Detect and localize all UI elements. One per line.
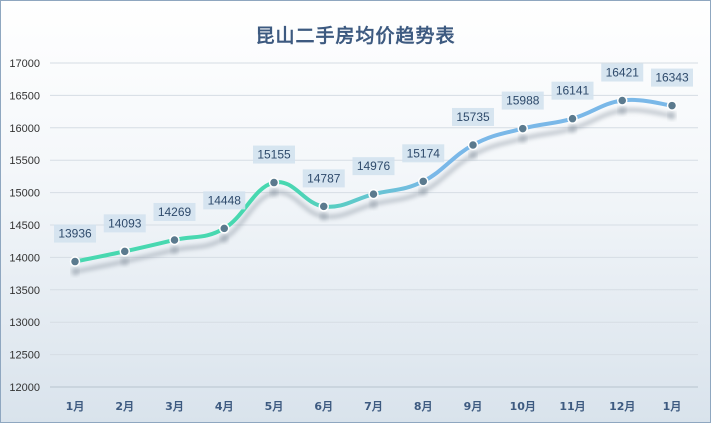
data-label: 13936 (58, 227, 92, 241)
y-tick-label: 16500 (9, 90, 40, 102)
point-shadow (120, 257, 129, 266)
point-shadow (220, 234, 229, 243)
data-point (467, 139, 479, 151)
x-tick-label: 3月 (165, 400, 184, 413)
x-tick-label: 7月 (364, 400, 383, 413)
data-label: 14093 (108, 216, 142, 230)
data-label: 14787 (307, 171, 341, 185)
data-label: 14976 (357, 159, 391, 173)
point-shadow (319, 212, 328, 221)
data-label-box (153, 202, 196, 221)
y-tick-label: 15500 (9, 155, 40, 167)
data-label-box (551, 81, 594, 100)
data-label-box (651, 68, 693, 87)
point-shadow (568, 124, 577, 133)
x-tick-label: 11月 (559, 400, 585, 413)
data-point (418, 176, 429, 187)
x-tick-label: 9月 (464, 400, 483, 413)
x-tick-label: 6月 (314, 400, 333, 413)
x-tick-label: 12月 (609, 400, 635, 413)
data-label: 16421 (606, 66, 640, 80)
y-tick-label: 15000 (9, 188, 40, 200)
x-tick-label: 1月 (66, 400, 85, 413)
x-tick-label: 4月 (215, 400, 234, 413)
y-tick-label: 12500 (9, 350, 40, 362)
data-label-box (203, 191, 246, 210)
y-tick-label: 17000 (9, 58, 40, 70)
data-label: 16343 (655, 71, 689, 85)
data-label: 16141 (556, 84, 590, 98)
data-point (318, 201, 329, 212)
data-label-box (601, 63, 644, 82)
data-label-box (352, 157, 395, 176)
data-point (268, 177, 280, 188)
x-tick-label: 2月 (115, 400, 134, 413)
data-label: 15988 (506, 94, 540, 108)
data-label: 15735 (456, 110, 490, 124)
point-shadow (270, 188, 278, 197)
y-tick-label: 13500 (9, 285, 40, 297)
data-point (617, 95, 628, 106)
y-tick-label: 14500 (9, 220, 40, 232)
data-point (119, 246, 130, 257)
x-tick-label: 8月 (414, 400, 433, 413)
data-label-box (103, 214, 146, 233)
x-tick-label: 1月 (663, 400, 682, 413)
data-point (368, 188, 379, 200)
x-tick-label: 10月 (510, 400, 536, 413)
data-point (517, 123, 528, 134)
data-point (169, 234, 180, 246)
data-label-box (253, 145, 295, 164)
data-label: 15174 (407, 146, 441, 160)
point-shadow (668, 111, 676, 120)
data-label: 15155 (257, 148, 291, 162)
point-shadow (170, 245, 179, 254)
point-shadow (419, 187, 428, 196)
data-label-box (452, 107, 494, 126)
point-shadow (369, 200, 378, 209)
data-point (69, 256, 81, 267)
x-tick-label: 5月 (265, 400, 284, 413)
data-label: 14269 (158, 205, 192, 219)
point-shadow (618, 106, 627, 115)
point-shadow (518, 134, 527, 143)
data-label-box (402, 144, 445, 163)
point-shadow (71, 267, 79, 276)
data-label-box (302, 169, 345, 188)
data-point (219, 223, 230, 234)
data-point (567, 113, 578, 124)
data-label: 14448 (208, 193, 242, 207)
chart-title: 昆山二手房均价趋势表 (255, 25, 456, 47)
point-shadow (469, 150, 477, 159)
y-tick-label: 12000 (9, 382, 40, 394)
y-tick-label: 13000 (9, 317, 40, 329)
y-tick-label: 16000 (9, 123, 40, 135)
y-tick-label: 14000 (9, 252, 40, 264)
data-label-box (54, 224, 96, 243)
data-point (666, 100, 678, 111)
data-label-box (501, 91, 544, 110)
